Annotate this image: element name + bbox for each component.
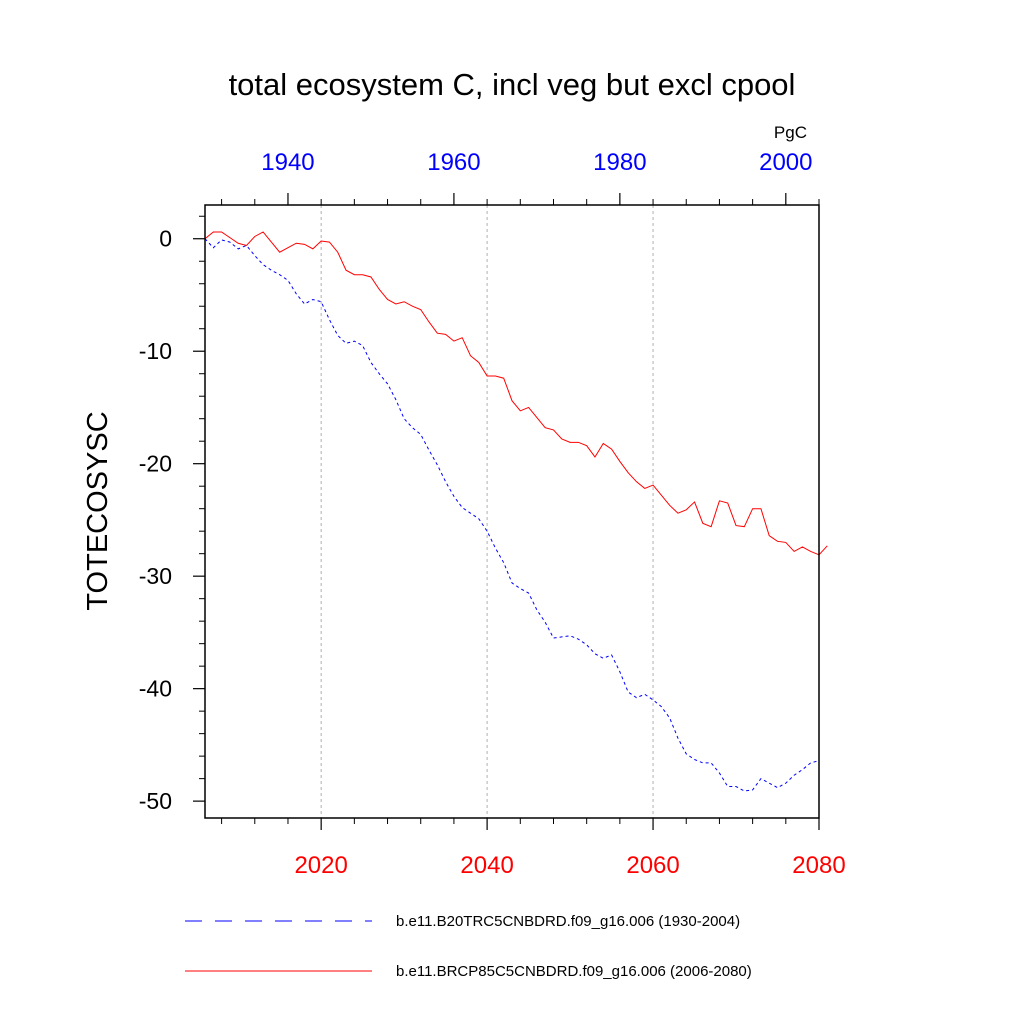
legend: b.e11.B20TRC5CNBDRD.f09_g16.006 (1930-20… [185, 913, 752, 980]
y-tick-label: -20 [139, 451, 172, 477]
x-bottom-tick-label: 2060 [626, 852, 679, 879]
x-bottom-tick-label: 2040 [460, 852, 513, 879]
series-line-rcp85 [204, 231, 828, 556]
y-tick-label: -30 [139, 563, 172, 589]
x-top-tick-label: 1960 [427, 149, 480, 176]
y-tick-label: 0 [159, 226, 172, 252]
x-bottom-tick-label: 2080 [792, 852, 845, 879]
y-tick-label: -40 [139, 676, 172, 702]
series-line-historical [204, 238, 820, 792]
axes: 0 -10 -20 -30 -40 -50 2020 2040 2060 2080 1940 1960… [139, 149, 846, 879]
x-top-tick-label: 1980 [593, 149, 646, 176]
y-axis-label: TOTECOSYSC [82, 411, 114, 610]
x-top-tick-label: 2000 [759, 149, 812, 176]
y-tick-label: -10 [139, 338, 172, 364]
legend-label-rcp85: b.e11.BRCP85C5CNBDRD.f09_g16.006 (2006-2… [396, 963, 752, 980]
grid-lines [320, 205, 654, 818]
legend-label-historical: b.e11.B20TRC5CNBDRD.f09_g16.006 (1930-20… [396, 913, 740, 930]
x-bottom-tick-label: 2020 [294, 852, 347, 879]
units-label: PgC [774, 123, 807, 142]
x-top-tick-label: 1940 [261, 149, 314, 176]
chart-title: total ecosystem C, incl veg but excl cpo… [229, 67, 796, 102]
y-tick-label: -50 [139, 788, 172, 814]
data-series [204, 231, 828, 792]
plot-frame [204, 204, 820, 819]
